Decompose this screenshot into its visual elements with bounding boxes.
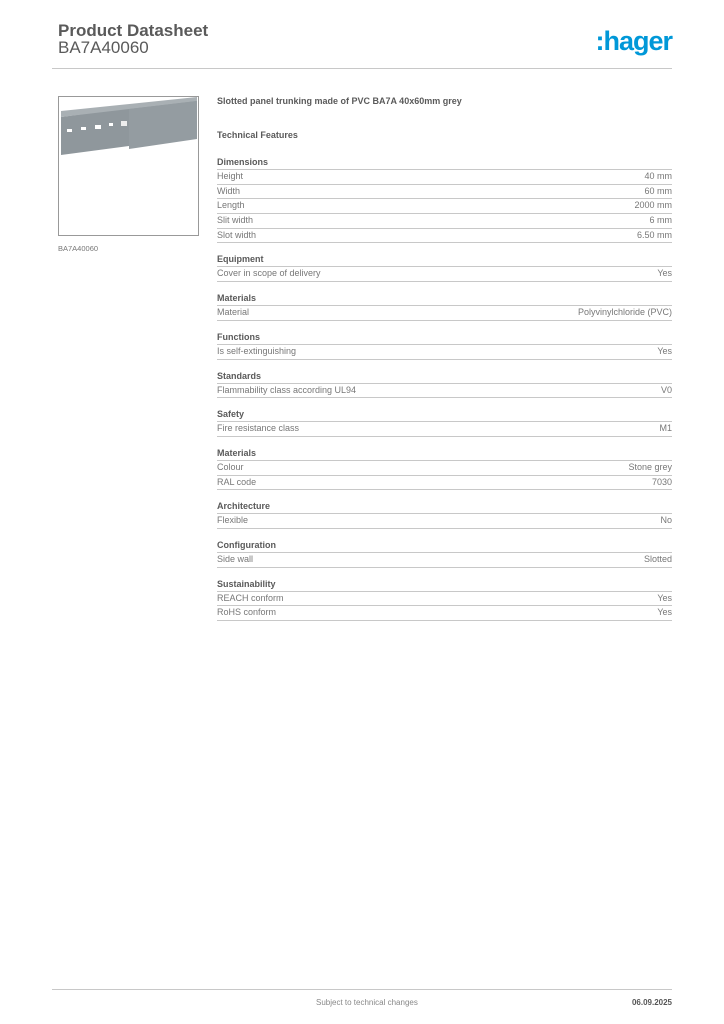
feature-value: 40 mm	[644, 171, 672, 181]
feature-value: 6 mm	[649, 215, 673, 226]
technical-features-title: Technical Features	[217, 130, 298, 140]
feature-label: Is self-extinguishing	[217, 345, 297, 356]
feature-section: Sustainability REACH conform Yes RoHS confo…	[217, 577, 672, 621]
feature-row: Slit width 6 mm	[217, 214, 672, 229]
feature-section: Safety Fire resistance class M1	[217, 407, 672, 437]
feature-row: RAL code 7030	[217, 476, 672, 491]
image-caption: BA7A40060	[58, 244, 99, 253]
section-title: Architecture	[217, 499, 672, 515]
product-code: BA7A40060	[58, 38, 149, 57]
feature-row: Fire resistance class M1	[217, 422, 672, 437]
feature-value: 7030	[651, 476, 672, 487]
feature-row: Flammability class according UL94 V0	[217, 384, 672, 399]
feature-label: REACH conform	[217, 592, 284, 603]
feature-row: Colour Stone grey	[217, 461, 672, 476]
header-divider	[52, 68, 672, 69]
feature-label: Slit width	[217, 215, 254, 226]
feature-section: Equipment Cover in scope of delivery Yes	[217, 252, 672, 283]
feature-section: Functions Is self-extinguishing Yes	[217, 330, 672, 360]
feature-value: 2000 mm	[634, 200, 672, 211]
feature-value: Polyvinylchloride (PVC)	[577, 307, 672, 318]
feature-label: RAL code	[217, 476, 257, 487]
section-title: Sustainability	[217, 577, 672, 592]
product-description: Slotted panel trunking made of PVC BA7A …	[217, 96, 462, 106]
section-title: Safety	[217, 407, 672, 423]
features-table: Dimensions Height 40 mm Width 60 mm Length 200…	[217, 155, 672, 621]
footer-note: Subject to technical changes	[316, 998, 418, 1007]
feature-section: Standards Flammability class according UL…	[217, 369, 672, 399]
product-image	[58, 96, 199, 236]
feature-value: V0	[660, 384, 672, 395]
section-title: Standards	[217, 369, 672, 384]
feature-label: Material	[217, 307, 250, 318]
feature-value: M1	[659, 423, 672, 434]
feature-value: Slotted	[643, 553, 672, 564]
feature-row: REACH conform Yes	[217, 592, 672, 607]
feature-row: Cover in scope of delivery Yes	[217, 267, 672, 283]
feature-label: Width	[217, 185, 241, 196]
feature-section: Materials Colour Stone grey RAL code 7030	[217, 446, 672, 491]
feature-value: Yes	[657, 268, 672, 279]
feature-label: Cover in scope of delivery	[217, 268, 321, 279]
feature-value: Yes	[657, 607, 672, 618]
feature-row: Flexible No	[217, 514, 672, 529]
feature-label: Height	[217, 171, 244, 181]
feature-row: Slot width 6.50 mm	[217, 229, 672, 244]
feature-row: Side wall Slotted	[217, 553, 672, 568]
feature-label: Flexible	[217, 515, 249, 526]
feature-label: Side wall	[217, 553, 254, 564]
feature-row: Material Polyvinylchloride (PVC)	[217, 306, 672, 321]
section-title: Functions	[217, 330, 672, 345]
feature-section: Configuration Side wall Slotted	[217, 538, 672, 568]
feature-label: Flammability class according UL94	[217, 384, 357, 395]
feature-section: Dimensions Height 40 mm Width 60 mm Length 200…	[217, 155, 672, 244]
footer-divider	[52, 989, 672, 990]
feature-value: Stone grey	[628, 461, 672, 472]
feature-label: Slot width	[217, 229, 257, 240]
feature-value: Yes	[657, 592, 672, 603]
section-title: Materials	[217, 291, 672, 307]
feature-value: No	[660, 515, 672, 526]
feature-section: Architecture Flexible No	[217, 499, 672, 529]
feature-label: Fire resistance class	[217, 423, 300, 434]
feature-label: RoHS conform	[217, 607, 277, 618]
feature-label: Colour	[217, 461, 244, 472]
hager-logo: :hager	[595, 26, 673, 56]
feature-row: Height 40 mm	[217, 170, 672, 185]
page-title: Product Datasheet	[58, 21, 209, 40]
feature-row: Width 60 mm	[217, 185, 672, 200]
feature-label: Length	[217, 200, 245, 211]
feature-value: Yes	[657, 345, 672, 356]
feature-row: RoHS conform Yes	[217, 606, 672, 621]
feature-section: Materials Material Polyvinylchloride (PVC)	[217, 291, 672, 321]
features-panel: Slotted panel trunking made of PVC BA7A …	[217, 96, 672, 630]
section-title: Dimensions	[217, 155, 672, 170]
section-title: Configuration	[217, 538, 672, 553]
feature-value: 6.50 mm	[636, 229, 672, 240]
feature-row: Is self-extinguishing Yes	[217, 345, 672, 360]
feature-row: Length 2000 mm	[217, 199, 672, 215]
footer-date: 06.09.2025	[631, 998, 672, 1007]
section-title: Equipment	[217, 252, 672, 268]
feature-value: 60 mm	[644, 185, 672, 196]
section-title: Materials	[217, 446, 672, 461]
